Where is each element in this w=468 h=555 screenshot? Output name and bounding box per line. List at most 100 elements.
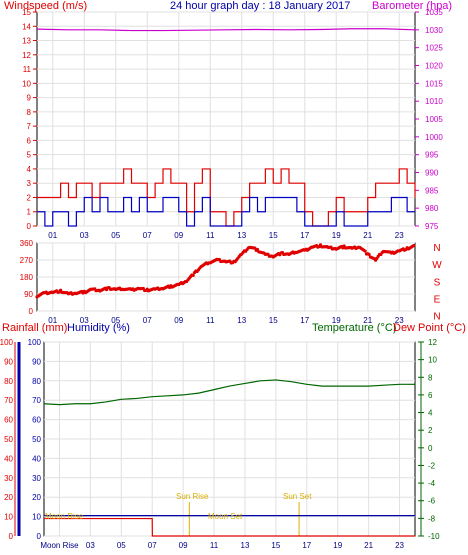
- panel1-frame: [36, 11, 416, 227]
- temperature-tick-label: 6: [428, 391, 433, 400]
- panel2-x-tick-label: 11: [206, 316, 215, 325]
- humidity-tick-label: 10: [32, 513, 41, 522]
- panel1-x-tick-label: 21: [363, 231, 372, 240]
- panel3-x-tick-label: 21: [364, 541, 373, 550]
- panel2-left-tick-label: 360: [20, 239, 34, 248]
- temperature-axis-title: Temperature (°C): [312, 322, 396, 334]
- panel1-left-tick-label: 5: [27, 151, 32, 160]
- panel1-x-tick-label: 01: [48, 231, 57, 240]
- panel2-x-tick-label: 01: [48, 316, 57, 325]
- wind-direction-point: [255, 247, 260, 252]
- panel1-left-tick-label: 1: [27, 208, 32, 217]
- barometer-axis-title: Barometer (hpa): [372, 0, 452, 12]
- panel3-x-tick-label: 17: [302, 541, 311, 550]
- panel1-left-tick-label: 10: [22, 79, 31, 88]
- panel1-left-tick-label: 13: [22, 37, 31, 46]
- compass-label: S: [434, 277, 441, 288]
- panel3-x-tick-label: 05: [117, 541, 126, 550]
- rainfall-tick-label: 0: [9, 532, 14, 541]
- wind-direction-point: [363, 249, 367, 253]
- panel2-x-tick-label: 03: [80, 316, 89, 325]
- panel1-right-tick-label: 985: [425, 186, 439, 195]
- humidity-tick-label: 80: [32, 377, 41, 386]
- temperature-tick-label: 8: [428, 373, 433, 382]
- panel1-left-tick-label: 6: [27, 136, 32, 145]
- panel1-right-tick-label: 1000: [425, 133, 443, 142]
- panel2-x-tick-label: 23: [395, 316, 404, 325]
- temperature-tick-label: -10: [428, 532, 440, 541]
- humidity-tick-label: 20: [32, 493, 41, 502]
- panel1-x-tick-label: 23: [395, 231, 404, 240]
- temperature-tick-label: 12: [428, 338, 437, 347]
- panel3-x-tick-label: 09: [179, 541, 188, 550]
- panel3-x-tick-label: 19: [333, 541, 342, 550]
- panel2-x-tick-label: 07: [143, 316, 152, 325]
- panel1-right-tick-label: 1020: [425, 62, 443, 71]
- compass-label: W: [432, 260, 442, 271]
- moon-set-label: Moon Set: [208, 512, 243, 521]
- panel3-grid: [44, 341, 415, 537]
- panel2-left-tick-label: 270: [20, 256, 34, 265]
- rainfall-axis-title: Rainfall (mm): [2, 322, 67, 334]
- panel1-x-tick-label: 15: [269, 231, 278, 240]
- panel1-right-tick-label: 990: [425, 169, 439, 178]
- wind-direction-point: [412, 243, 416, 248]
- temperature-tick-label: -8: [428, 514, 436, 523]
- rainfall-tick-label: 40: [4, 454, 13, 463]
- panel2-left-tick-label: 90: [24, 290, 33, 299]
- panel2-x-tick-label: 21: [363, 316, 372, 325]
- rainfall-tick-label: 20: [4, 493, 13, 502]
- panel1-left-tick-label: 2: [27, 193, 32, 202]
- panel1-left-tick-label: 3: [27, 179, 32, 188]
- panel1-x-tick-label: 03: [80, 231, 89, 240]
- humidity-axis-title: Humidity (%): [67, 322, 130, 334]
- rainfall-tick-label: 60: [4, 416, 13, 425]
- temperature-tick-label: 4: [428, 409, 433, 418]
- windspeed-axis-title: Windspeed (m/s): [4, 0, 87, 12]
- temperature-line: [43, 379, 415, 406]
- gust-line: [37, 196, 415, 227]
- panel3-left-axis: 0 0 10 10 20 20 30 30 40 40 50 50 60 60 70 70 80 80 90 90 10…: [0, 338, 42, 541]
- panel2-left-tick-label: 180: [20, 273, 34, 282]
- panel1-x-tick-label: 07: [143, 231, 152, 240]
- panel3-x-tick-label: 07: [148, 541, 157, 550]
- rainfall-tick-label: 10: [4, 513, 13, 522]
- panel1-right-axis: 975 980 985 990 995 1000 1005 1010 1015 1020 1025 1…: [415, 8, 443, 231]
- sun-moon-markers: [188, 502, 300, 536]
- humidity-tick-label: 0: [37, 532, 42, 541]
- humidity-tick-label: 60: [32, 416, 41, 425]
- panel1-x-tick-label: 13: [237, 231, 246, 240]
- wind-direction-points: [35, 243, 416, 299]
- panel3-x-axis: Moon Rise 03 05 07 09 11 13 15 17 19 21 23: [40, 541, 404, 550]
- panel3-x-tick-label: 13: [241, 541, 250, 550]
- rainfall-line: [44, 517, 415, 537]
- rainfall-tick-label: 100: [0, 338, 14, 347]
- panel3-x-tick-label: Moon Rise: [40, 541, 79, 550]
- panel1-right-tick-label: 1010: [425, 97, 443, 106]
- humidity-tick-label: 50: [32, 435, 41, 444]
- compass-label: E: [434, 294, 441, 305]
- humidity-tick-label: 40: [32, 454, 41, 463]
- wind-direction-point: [367, 252, 371, 256]
- panel1-right-tick-label: 980: [425, 204, 439, 213]
- panel1-x-tick-label: 05: [111, 231, 120, 240]
- panel1-left-tick-label: 11: [23, 65, 32, 74]
- panel1-x-tick-label: 17: [300, 231, 309, 240]
- compass-label: N: [433, 312, 440, 323]
- rainfall-tick-label: 90: [4, 357, 13, 366]
- panel3-right-axis: -10 -8 -6 -4 -2 0 2 4 6 8 10 12: [418, 338, 440, 541]
- temperature-tick-label: -6: [428, 497, 436, 506]
- panel1-x-tick-label: 19: [332, 231, 341, 240]
- panel1-grid: [37, 11, 415, 227]
- sun-rise-label: Sun Rise: [176, 492, 209, 501]
- panel2-x-tick-label: 19: [332, 316, 341, 325]
- panel1-left-tick-label: 14: [22, 22, 31, 31]
- humidity-tick-label: 30: [32, 474, 41, 483]
- panel3-x-tick-label: 15: [271, 541, 280, 550]
- panel2-left-axis: 0 90 180 270 360: [20, 239, 34, 316]
